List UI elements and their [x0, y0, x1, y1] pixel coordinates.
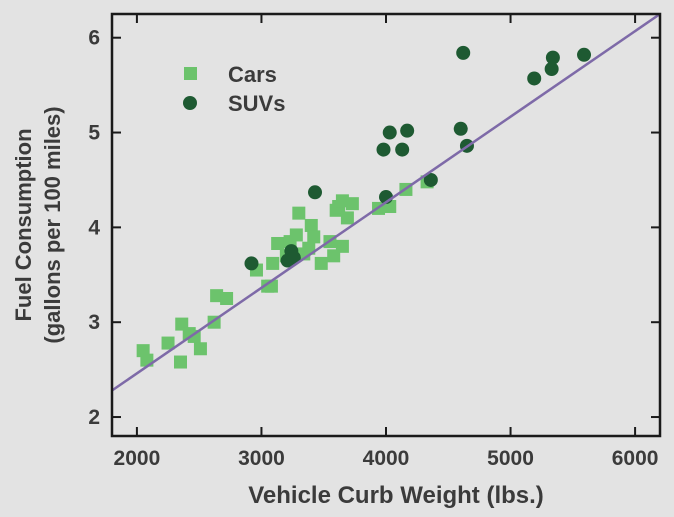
legend-cars-marker — [184, 67, 197, 80]
car-point — [161, 336, 175, 350]
car-point — [345, 197, 359, 211]
x-axis-title: Vehicle Curb Weight (lbs.) — [248, 482, 544, 509]
fit-line — [112, 14, 660, 392]
suv-point — [545, 50, 560, 65]
car-point — [314, 256, 328, 270]
suv-point — [286, 250, 301, 265]
suv-point — [308, 185, 323, 200]
car-point — [304, 218, 318, 232]
x-tick-label: 4000 — [363, 447, 410, 470]
car-point — [302, 241, 316, 255]
suv-point — [527, 71, 542, 86]
car-point — [335, 239, 349, 253]
suv-point — [395, 142, 410, 157]
ticks-layer: 2000 3000 4000 5000 6000 2 3 4 5 6 — [88, 14, 660, 470]
car-point — [307, 230, 321, 244]
y-axis-title-line2: (gallons per 100 miles) — [40, 106, 65, 343]
suv-point — [453, 121, 468, 136]
x-tick-label: 3000 — [238, 447, 285, 470]
car-point — [335, 194, 349, 208]
car-point — [340, 211, 354, 225]
x-tick-label: 6000 — [612, 447, 659, 470]
suv-point — [244, 256, 259, 271]
marks-layer — [112, 14, 660, 392]
suv-point — [423, 172, 438, 187]
car-point — [210, 289, 224, 303]
y-axis-title-line1: Fuel Consumption — [11, 128, 36, 321]
car-point — [271, 236, 285, 250]
suv-point — [577, 47, 592, 62]
y-tick-label: 4 — [88, 216, 100, 239]
suv-point — [376, 142, 391, 157]
suv-point — [400, 123, 415, 138]
y-tick-label: 2 — [88, 406, 100, 429]
car-point — [289, 228, 303, 242]
x-tick-label: 2000 — [114, 447, 161, 470]
x-tick-label: 5000 — [487, 447, 534, 470]
suv-point — [544, 62, 559, 77]
car-point — [220, 291, 234, 305]
car-point — [174, 355, 187, 369]
legend-cars-label: Cars — [228, 62, 277, 87]
car-point — [266, 256, 280, 270]
y-tick-label: 3 — [88, 311, 100, 334]
y-tick-label: 5 — [88, 122, 100, 145]
car-point — [193, 342, 207, 356]
legend-suvs-label: SUVs — [228, 91, 285, 116]
car-point — [292, 206, 306, 220]
plot-area — [112, 14, 660, 392]
suv-point — [456, 45, 471, 60]
y-tick-label: 6 — [88, 27, 100, 50]
suv-point — [382, 125, 397, 140]
legend-suvs-marker — [183, 96, 197, 110]
legend: Cars SUVs — [183, 62, 285, 116]
